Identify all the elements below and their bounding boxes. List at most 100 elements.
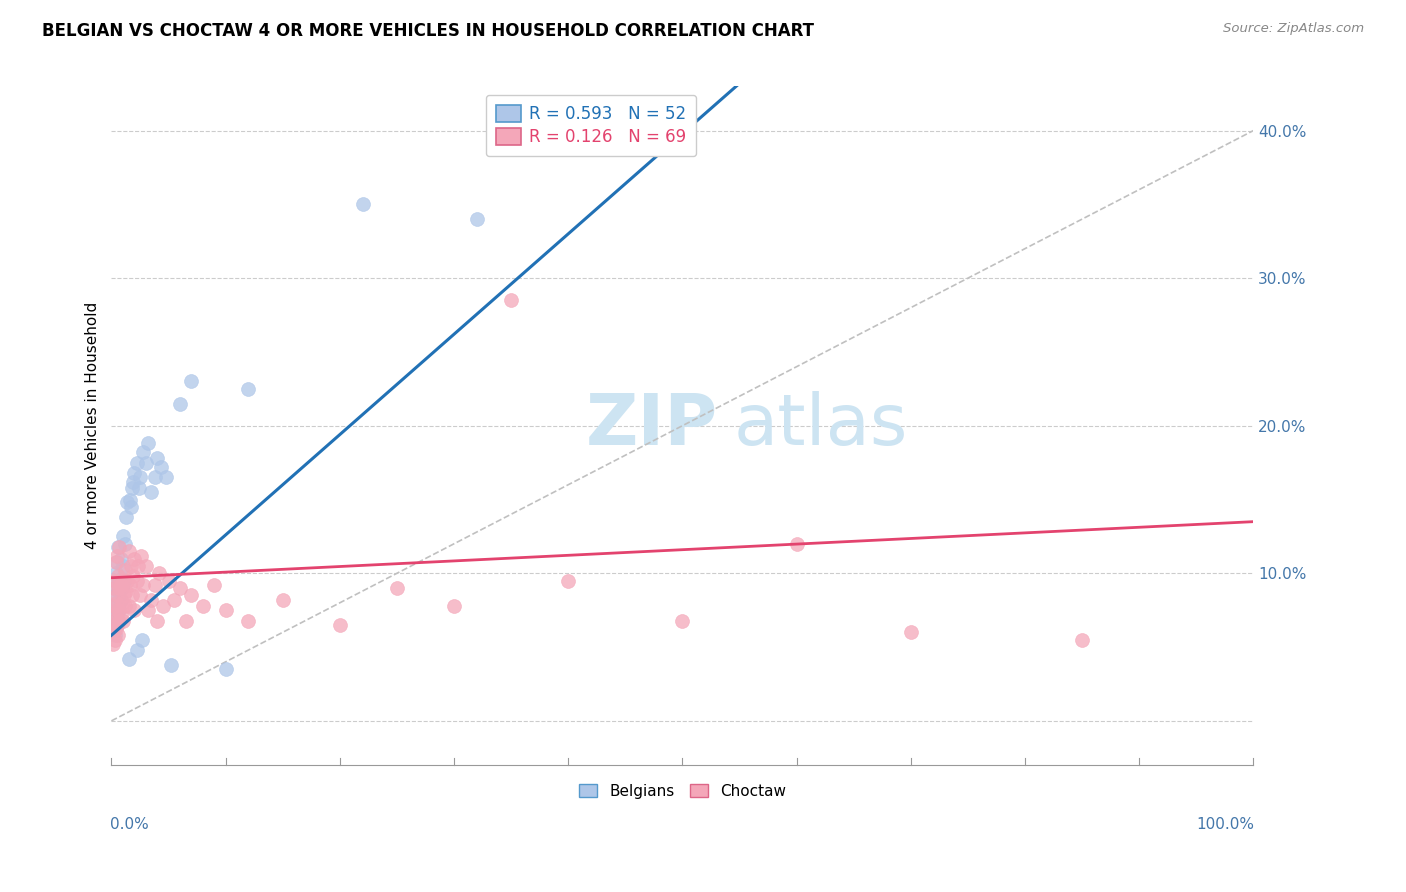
Point: [132, 578, 155, 592]
Point: [114, 599, 136, 613]
Point: [104, 578, 127, 592]
Point: [169, 396, 191, 410]
Point: [103, 599, 125, 613]
Point: [107, 614, 129, 628]
Point: [122, 551, 145, 566]
Point: [146, 614, 169, 628]
Point: [104, 566, 127, 581]
Text: 0.0%: 0.0%: [110, 817, 149, 831]
Point: [105, 618, 128, 632]
Point: [143, 578, 166, 592]
Point: [118, 492, 141, 507]
Point: [104, 574, 127, 588]
Text: Source: ZipAtlas.com: Source: ZipAtlas.com: [1223, 22, 1364, 36]
Point: [103, 610, 125, 624]
Point: [111, 614, 134, 628]
Point: [125, 574, 148, 588]
Point: [1071, 632, 1094, 647]
Point: [108, 603, 131, 617]
Point: [107, 584, 129, 599]
Point: [141, 593, 163, 607]
Point: [146, 451, 169, 466]
Point: [104, 628, 127, 642]
Point: [122, 603, 145, 617]
Point: [159, 657, 181, 672]
Point: [108, 581, 131, 595]
Point: [107, 628, 129, 642]
Point: [112, 574, 135, 588]
Point: [127, 558, 149, 573]
Point: [557, 574, 579, 588]
Point: [238, 614, 260, 628]
Point: [121, 589, 143, 603]
Point: [105, 596, 128, 610]
Point: [786, 537, 808, 551]
Point: [110, 551, 132, 566]
Point: [141, 485, 163, 500]
Point: [135, 558, 157, 573]
Point: [352, 197, 374, 211]
Point: [121, 481, 143, 495]
Point: [105, 549, 128, 563]
Point: [152, 599, 174, 613]
Point: [131, 632, 153, 647]
Point: [108, 574, 131, 588]
Point: [122, 475, 145, 489]
Point: [105, 554, 128, 568]
Point: [180, 375, 202, 389]
Point: [132, 445, 155, 459]
Point: [129, 589, 152, 603]
Point: [103, 625, 125, 640]
Point: [174, 614, 197, 628]
Point: [101, 614, 124, 628]
Point: [900, 625, 922, 640]
Point: [443, 599, 465, 613]
Point: [120, 500, 142, 514]
Point: [499, 293, 522, 308]
Point: [111, 529, 134, 543]
Point: [110, 578, 132, 592]
Point: [155, 470, 177, 484]
Point: [107, 569, 129, 583]
Point: [117, 544, 139, 558]
Point: [163, 593, 186, 607]
Point: [117, 574, 139, 588]
Point: [103, 581, 125, 595]
Point: [329, 618, 352, 632]
Text: atlas: atlas: [734, 392, 908, 460]
Point: [117, 599, 139, 613]
Point: [108, 614, 131, 628]
Point: [214, 662, 236, 676]
Point: [104, 554, 127, 568]
Point: [101, 625, 124, 640]
Point: [111, 581, 134, 595]
Point: [112, 589, 135, 603]
Point: [128, 481, 150, 495]
Point: [117, 495, 139, 509]
Legend: Belgians, Choctaw: Belgians, Choctaw: [572, 778, 792, 805]
Point: [136, 603, 159, 617]
Point: [103, 623, 125, 637]
Point: [104, 623, 127, 637]
Point: [118, 578, 141, 592]
Point: [122, 466, 145, 480]
Point: [129, 470, 152, 484]
Point: [104, 607, 127, 622]
Point: [169, 581, 191, 595]
Point: [125, 456, 148, 470]
Point: [104, 599, 127, 613]
Point: [114, 537, 136, 551]
Point: [120, 558, 142, 573]
Point: [271, 593, 294, 607]
Point: [110, 607, 132, 622]
Point: [111, 558, 134, 573]
Point: [214, 603, 236, 617]
Point: [136, 436, 159, 450]
Point: [202, 578, 225, 592]
Point: [191, 599, 214, 613]
Point: [465, 212, 488, 227]
Point: [135, 456, 157, 470]
Text: 100.0%: 100.0%: [1197, 817, 1254, 831]
Point: [157, 574, 180, 588]
Point: [115, 510, 138, 524]
